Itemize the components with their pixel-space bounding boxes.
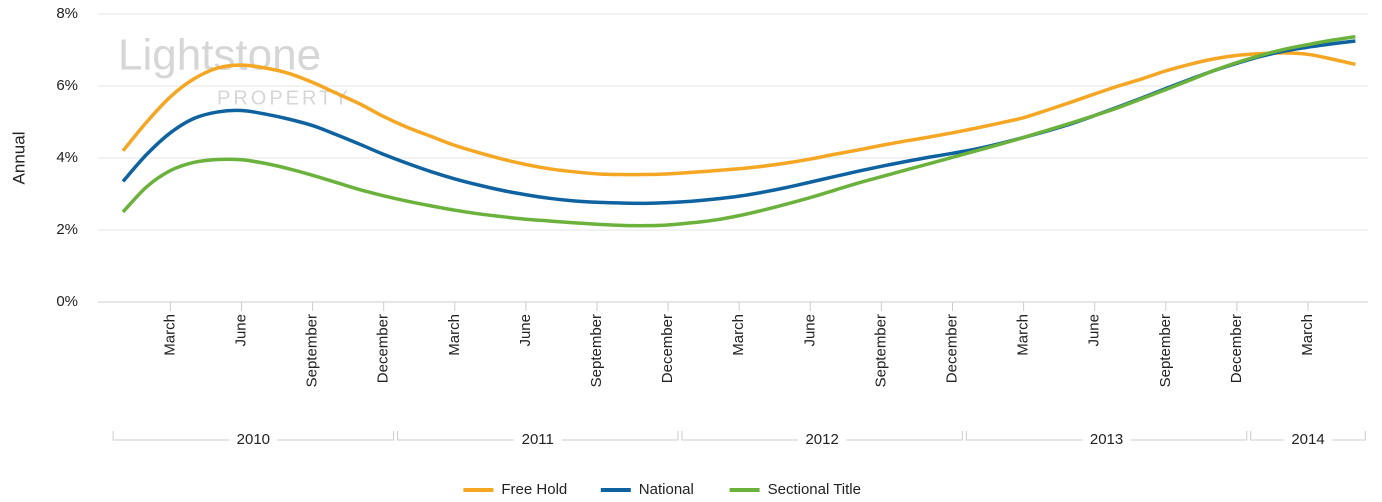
watermark-subtitle: PROPERTY: [217, 87, 351, 109]
x-tick-label: September: [304, 314, 321, 387]
x-tick-label: March: [1015, 314, 1032, 356]
group-label-bg: [1284, 430, 1332, 450]
group-label: 2010: [237, 431, 270, 448]
x-tick-label: March: [161, 314, 178, 356]
x-tick-label: March: [730, 314, 747, 356]
x-tick-label: June: [801, 314, 818, 347]
x-tick-label: September: [588, 314, 605, 387]
group-label-bg: [229, 430, 278, 450]
x-tick-label: June: [1086, 314, 1103, 347]
x-tick-label: December: [375, 314, 392, 383]
y-tick-label: 6%: [56, 77, 78, 94]
x-tick-label: December: [659, 314, 676, 383]
y-tick-label: 0%: [56, 293, 78, 310]
series-line: [121, 51, 1356, 177]
x-tick-label: June: [517, 314, 534, 347]
y-tick-label: 8%: [56, 5, 78, 22]
y-tick-label: 2%: [56, 221, 78, 238]
group-label-bg: [798, 430, 847, 450]
legend-label: National: [639, 481, 694, 498]
series-line: [121, 34, 1356, 228]
x-tick-label: March: [1299, 314, 1316, 356]
x-tick-label: December: [1228, 314, 1245, 383]
group-label: 2014: [1291, 431, 1324, 448]
x-tick-label: June: [232, 314, 249, 347]
group-label: 2013: [1090, 431, 1123, 448]
x-tick-label: September: [872, 314, 889, 387]
group-label-bg: [513, 430, 562, 450]
x-tick-label: March: [446, 314, 463, 356]
legend-label: Sectional Title: [768, 481, 861, 498]
group-label: 2011: [522, 431, 554, 448]
y-axis-label: Annual: [9, 132, 28, 185]
y-tick-label: 4%: [56, 149, 78, 166]
x-tick-label: September: [1157, 314, 1174, 387]
legend-label: Free Hold: [501, 481, 567, 498]
group-label: 2012: [805, 431, 838, 448]
group-label-bg: [1082, 430, 1131, 450]
x-tick-label: December: [943, 314, 960, 383]
